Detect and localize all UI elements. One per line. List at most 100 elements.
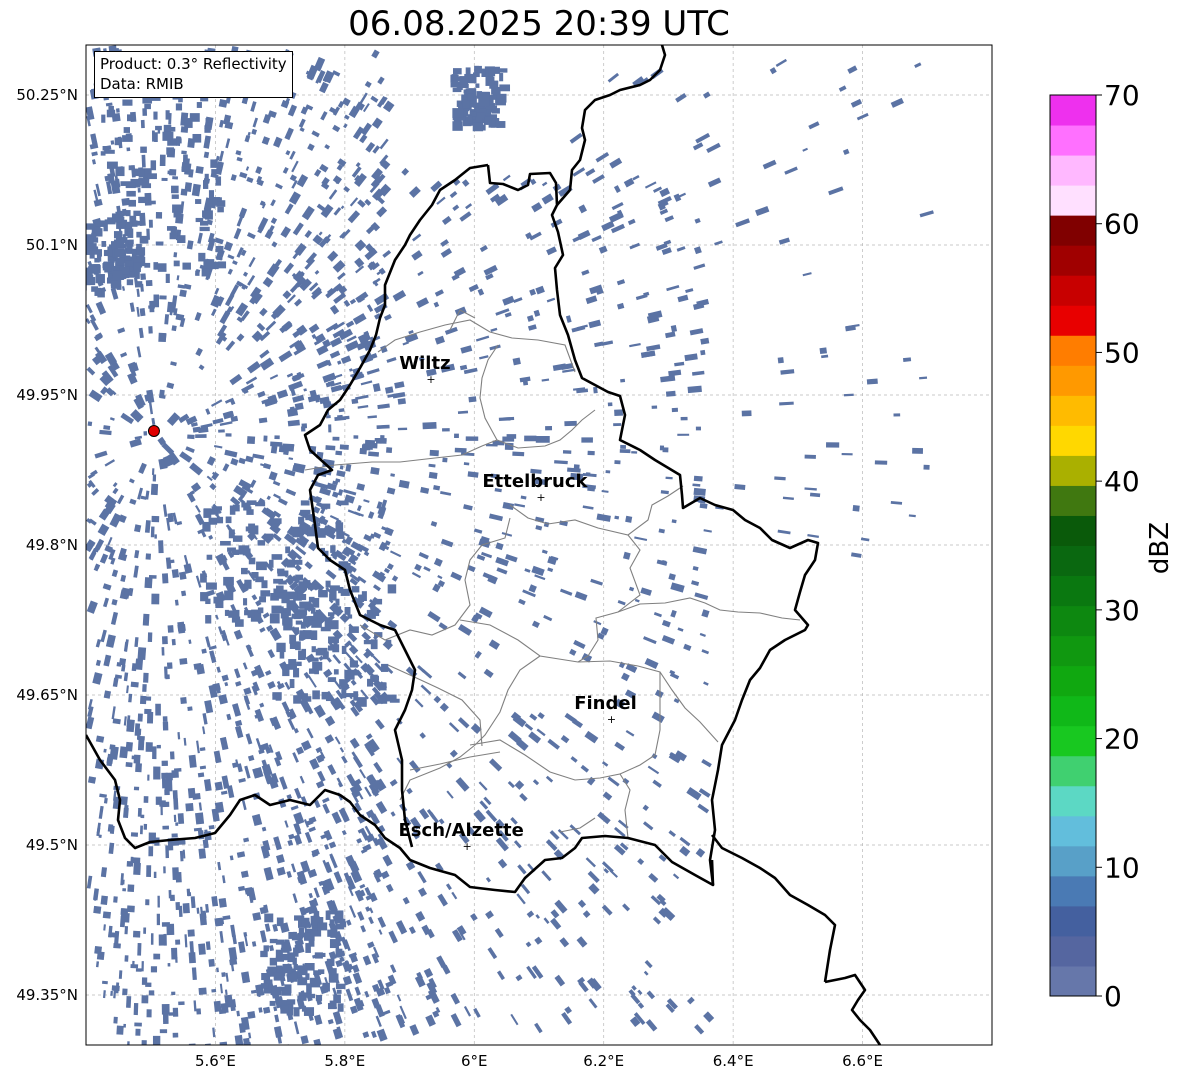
radar-echo [373, 868, 383, 879]
radar-echo [686, 996, 695, 1005]
radar-echo [161, 177, 168, 182]
data-source-label: Data: RMIB [100, 75, 184, 93]
radar-echo [345, 320, 355, 328]
radar-echo [195, 575, 202, 588]
radar-echo [268, 471, 278, 481]
radar-echo [360, 925, 367, 933]
radar-echo [263, 435, 268, 442]
radar-echo [206, 456, 216, 466]
radar-echo [123, 716, 127, 726]
radar-echo [368, 892, 378, 903]
radar-echo [122, 135, 133, 142]
radar-echo [134, 549, 140, 559]
radar-echo [320, 181, 330, 190]
radar-echo [123, 672, 129, 682]
radar-echo [300, 1035, 309, 1045]
radar-echo [463, 462, 470, 466]
radar-echo [351, 780, 363, 793]
radar-echo [232, 535, 243, 542]
radar-echo [274, 1014, 280, 1023]
radar-echo [106, 757, 114, 764]
radar-echo [259, 307, 268, 317]
radar-echo [429, 449, 439, 457]
radar-echo [206, 554, 213, 560]
radar-echo [337, 272, 346, 281]
radar-echo [302, 630, 312, 640]
radar-echo [234, 619, 244, 627]
radar-echo [517, 864, 527, 875]
radar-echo [354, 655, 363, 664]
radar-echo [349, 905, 357, 918]
colorbar-tick-label: 50 [1104, 336, 1140, 369]
radar-echo [200, 423, 213, 429]
radar-echo [526, 910, 535, 918]
radar-echo [153, 871, 157, 879]
radar-echo [298, 927, 305, 938]
radar-echo [169, 751, 175, 760]
radar-echo [292, 931, 297, 938]
radar-echo [210, 159, 218, 168]
radar-echo [128, 693, 133, 703]
radar-echo [94, 333, 103, 342]
radar-echo [204, 173, 209, 181]
radar-echo [206, 475, 213, 482]
radar-echo [311, 851, 319, 858]
radar-echo [177, 624, 186, 632]
radar-echo [155, 241, 164, 246]
radar-echo [333, 207, 342, 216]
radar-echo [101, 370, 114, 384]
radar-echo [483, 796, 492, 806]
radar-echo [242, 271, 249, 277]
radar-echo [349, 786, 360, 798]
radar-echo [97, 523, 110, 536]
radar-echo [135, 763, 142, 773]
radar-echo [296, 661, 302, 667]
colorbar-segment [1050, 455, 1096, 486]
radar-echo [181, 150, 187, 155]
radar-echo [313, 911, 320, 917]
radar-echo [224, 590, 234, 601]
radar-echo [130, 409, 144, 423]
radar-echo [110, 557, 116, 565]
radar-echo [285, 710, 292, 718]
radar-echo [269, 374, 279, 380]
colorbar-segment [1050, 275, 1096, 306]
radar-echo [279, 322, 291, 334]
radar-echo [297, 875, 307, 884]
radar-echo [241, 502, 251, 508]
radar-echo [293, 811, 305, 825]
radar-echo [476, 112, 486, 118]
radar-echo [143, 796, 149, 803]
radar-echo [221, 633, 228, 642]
radar-echo [145, 742, 153, 752]
colorbar-segment [1050, 755, 1096, 787]
radar-echo [106, 109, 116, 118]
radar-echo [143, 927, 147, 934]
radar-echo [165, 674, 170, 680]
lat-tick-label: 49.8°N [26, 536, 78, 554]
radar-echo [196, 1008, 202, 1015]
radar-echo [294, 298, 303, 307]
radar-echo [303, 388, 307, 392]
radar-echo [110, 611, 119, 625]
radar-echo [133, 786, 140, 791]
radar-echo [94, 945, 102, 955]
radar-echo [359, 769, 367, 779]
radar-echo [217, 197, 222, 202]
radar-echo [148, 846, 154, 857]
radar-echo [332, 259, 346, 273]
radar-echo [233, 485, 248, 498]
radar-echo [206, 237, 216, 252]
radar-echo [312, 690, 320, 700]
radar-echo [292, 373, 301, 382]
radar-echo [91, 356, 101, 366]
radar-echo [685, 288, 694, 294]
radar-echo [104, 544, 114, 553]
radar-echo [231, 762, 239, 768]
radar-echo [203, 135, 211, 149]
radar-echo [100, 629, 107, 643]
radar-echo [294, 915, 305, 921]
radar-echo [88, 266, 98, 273]
radar-echo [381, 499, 388, 508]
radar-echo [114, 137, 123, 146]
